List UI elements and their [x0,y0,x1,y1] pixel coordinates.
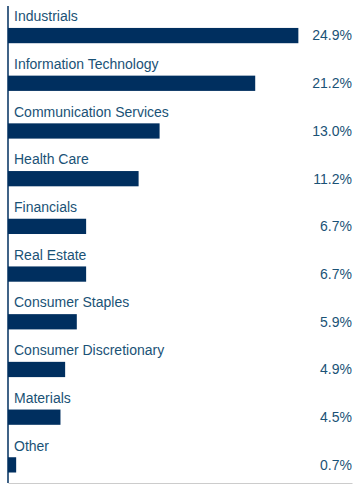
value-label: 4.5% [320,409,352,425]
chart-container: Industrials Information Technology Communi… [0,0,360,497]
value-label: 6.7% [320,266,352,282]
category-label: Information Technology [14,56,159,72]
bar [8,266,86,281]
category-label: Communication Services [14,104,169,120]
value-label: 21.2% [312,75,352,91]
value-label: 5.9% [320,314,352,330]
zero-line [7,6,9,483]
category-label: Health Care [14,151,89,167]
bar [8,314,77,329]
chart-svg: Industrials Information Technology Communi… [0,0,360,497]
category-label: Consumer Discretionary [14,342,164,358]
category-label: Industrials [14,8,78,24]
bar [8,410,60,425]
category-label: Consumer Staples [14,294,129,310]
value-label: 6.7% [320,218,352,234]
x-axis-line [9,483,353,484]
bar [8,76,255,91]
category-label: Materials [14,390,71,406]
x-axis [9,483,353,484]
value-label: 4.9% [320,361,352,377]
plot: Industrials Information Technology Communi… [8,6,353,484]
category-label: Financials [14,199,77,215]
value-label: 11.2% [313,171,352,187]
bar [8,123,160,138]
bar [8,219,86,234]
bars [8,28,298,473]
bar [8,171,139,186]
bar [8,28,298,43]
value-label: 0.7% [320,457,352,473]
value-label: 24.9% [312,27,352,43]
value-label: 13.0% [312,123,352,139]
bar [8,362,65,377]
bar [8,457,16,472]
labels: Industrials Information Technology Communi… [14,8,352,473]
category-label: Real Estate [14,247,87,263]
category-label: Other [14,438,49,454]
